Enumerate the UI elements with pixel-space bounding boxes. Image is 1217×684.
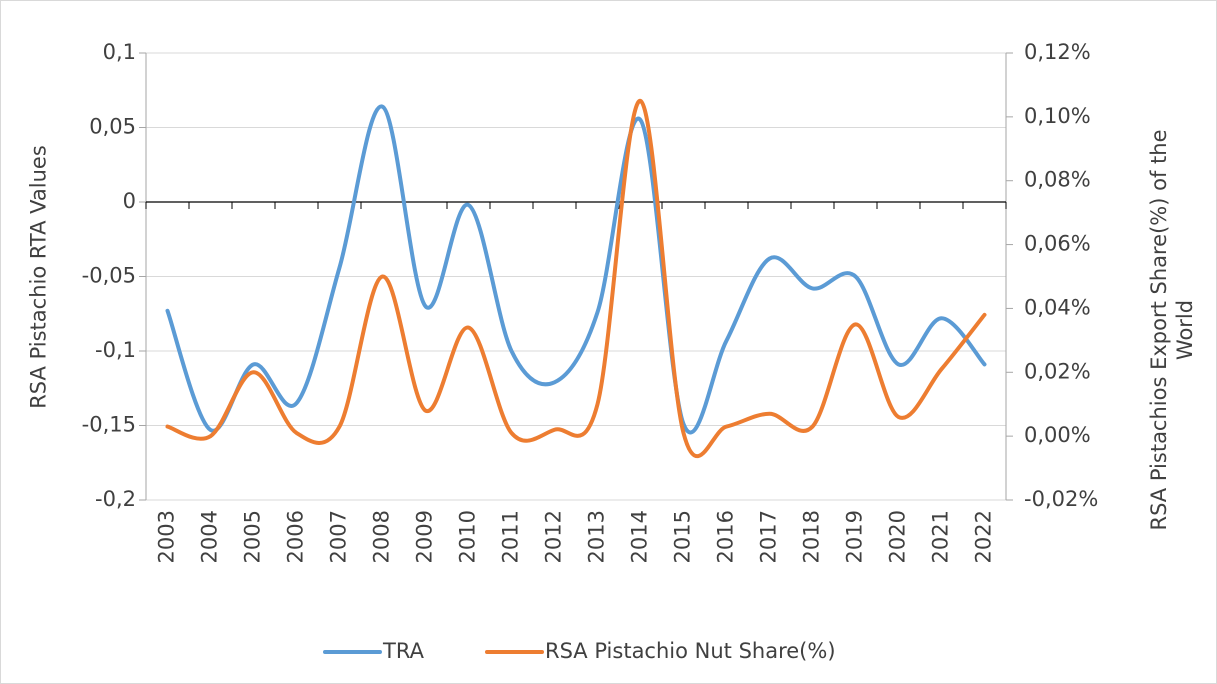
series-line	[165, 104, 987, 435]
y2-axis-title: RSA Pistachios Export Share(%) of the Wo…	[1147, 129, 1197, 531]
x-tick-label: 2003	[155, 510, 179, 563]
series-line	[165, 98, 987, 459]
x-tick-label: 2014	[628, 510, 652, 563]
y-tick-label: 0,05	[89, 115, 136, 139]
y-tick-label: -0,1	[95, 338, 136, 362]
x-tick-label: 2017	[757, 510, 781, 563]
x-tick-label: 2011	[499, 510, 523, 563]
y2-tick-label: 0,02%	[1024, 359, 1091, 383]
x-tick-label: 2022	[972, 510, 996, 563]
x-tick-label: 2013	[585, 510, 609, 563]
y-tick-label: -0,15	[82, 413, 136, 437]
x-tick-label: 2020	[886, 510, 910, 563]
y-tick-label: 0	[123, 189, 136, 213]
legend-label: RSA Pistachio Nut Share(%)	[545, 639, 836, 663]
y2-tick-label: 0,00%	[1024, 423, 1091, 447]
x-tick-label: 2010	[456, 510, 480, 563]
y-axis-title: RSA Pistachio RTA Values	[26, 144, 50, 409]
y2-tick-label: 0,12%	[1024, 40, 1091, 64]
y2-tick-label: 0,10%	[1024, 104, 1091, 128]
y2-tick-label: 0,04%	[1024, 295, 1091, 319]
x-tick-label: 2009	[413, 510, 437, 563]
x-tick-label: 2007	[327, 510, 351, 563]
x-tick-label: 2021	[929, 510, 953, 563]
y-tick-label: 0,1	[103, 40, 136, 64]
x-tick-label: 2008	[370, 510, 394, 563]
x-tick-label: 2005	[241, 510, 265, 563]
x-tick-label: 2012	[542, 510, 566, 563]
y2-tick-label: 0,06%	[1024, 232, 1091, 256]
x-tick-label: 2019	[843, 510, 867, 563]
x-tick-label: 2016	[714, 510, 738, 563]
x-tick-label: 2018	[800, 510, 824, 563]
x-tick-label: 2015	[671, 510, 695, 563]
legend-label: TRA	[382, 639, 425, 663]
y2-tick-label: 0,08%	[1024, 168, 1091, 192]
y2-tick-label: -0,02%	[1024, 487, 1098, 511]
y-tick-label: -0,2	[95, 487, 136, 511]
x-tick-label: 2004	[198, 510, 222, 563]
y-tick-label: -0,05	[82, 264, 136, 288]
x-tick-label: 2006	[284, 510, 308, 563]
